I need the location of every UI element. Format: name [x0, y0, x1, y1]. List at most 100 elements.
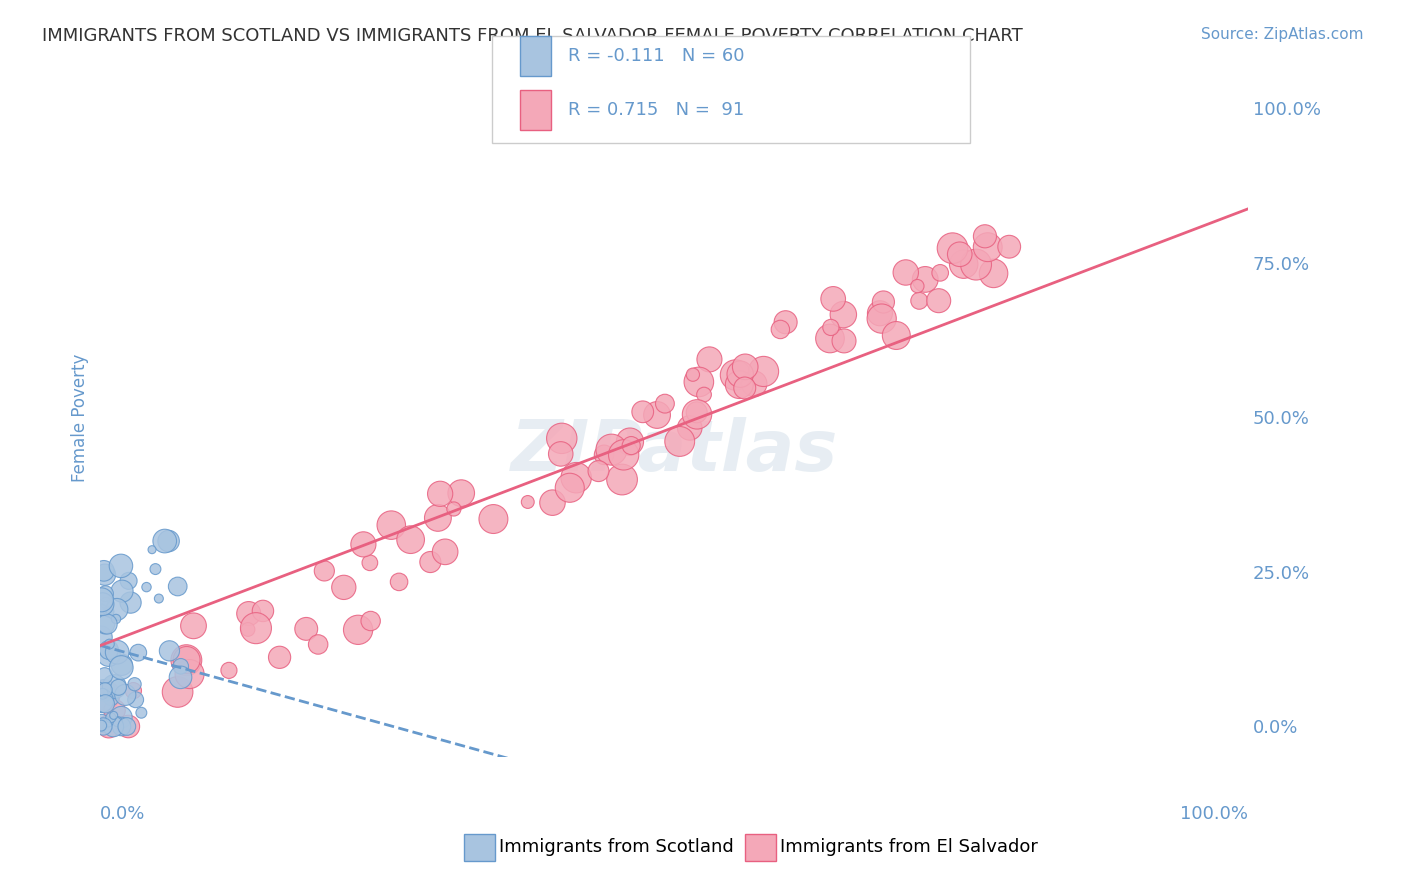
Point — [120, 596, 142, 610]
Point — [360, 614, 382, 628]
Point — [541, 496, 564, 510]
Point — [699, 352, 721, 367]
Point — [998, 240, 1021, 254]
Point — [734, 359, 756, 374]
Point — [884, 328, 907, 343]
Y-axis label: Female Poverty: Female Poverty — [72, 353, 89, 482]
Point — [558, 481, 581, 495]
Point — [977, 240, 1000, 254]
Point — [818, 331, 841, 345]
Point — [107, 681, 129, 695]
Point — [170, 659, 193, 673]
Point — [90, 718, 112, 732]
Point — [429, 487, 451, 501]
Point — [593, 448, 616, 462]
Point — [131, 706, 153, 720]
Point — [90, 693, 112, 707]
Point — [111, 719, 134, 733]
Point — [218, 664, 240, 678]
Point — [693, 387, 716, 401]
Point — [551, 431, 574, 445]
Point — [742, 376, 765, 391]
Point — [654, 397, 676, 411]
Point — [914, 272, 936, 286]
Point — [426, 511, 449, 525]
Text: Immigrants from El Salvador: Immigrants from El Salvador — [780, 838, 1038, 856]
Point — [894, 265, 917, 279]
Point — [111, 584, 134, 599]
Point — [169, 670, 191, 684]
Point — [252, 604, 274, 618]
Point — [974, 229, 997, 244]
Point — [124, 692, 146, 706]
Point — [157, 534, 180, 549]
Point — [238, 607, 260, 621]
Point — [550, 447, 572, 461]
Point — [823, 292, 845, 306]
Point — [482, 512, 505, 526]
Point — [679, 421, 702, 435]
Point — [631, 405, 654, 419]
Point — [90, 716, 112, 731]
Point — [97, 715, 120, 730]
Point — [908, 293, 931, 308]
Point — [333, 580, 356, 594]
Point — [928, 293, 950, 308]
Point — [124, 677, 146, 691]
Point — [141, 542, 163, 557]
Point — [148, 591, 170, 606]
Point — [97, 719, 120, 733]
Point — [734, 381, 756, 395]
Point — [600, 442, 623, 457]
Point — [516, 495, 538, 509]
Point — [352, 537, 374, 551]
Point — [359, 556, 381, 570]
Point — [111, 657, 134, 672]
Point — [122, 683, 145, 698]
Text: 100.0%: 100.0% — [1180, 805, 1249, 823]
Point — [94, 688, 117, 702]
Text: R = 0.715   N =  91: R = 0.715 N = 91 — [568, 101, 744, 119]
Point — [94, 682, 117, 697]
Point — [117, 574, 139, 588]
Text: ZIPatlas: ZIPatlas — [510, 417, 838, 486]
Text: IMMIGRANTS FROM SCOTLAND VS IMMIGRANTS FROM EL SALVADOR FEMALE POVERTY CORRELATI: IMMIGRANTS FROM SCOTLAND VS IMMIGRANTS F… — [42, 27, 1024, 45]
Point — [728, 377, 751, 392]
Point — [941, 241, 963, 255]
Point — [110, 719, 132, 733]
Point — [176, 653, 198, 667]
Point — [419, 555, 441, 569]
Point — [245, 621, 267, 635]
Point — [775, 315, 797, 329]
Point — [686, 408, 709, 422]
Point — [724, 368, 747, 382]
Point — [443, 502, 465, 516]
Point — [380, 518, 402, 533]
Point — [688, 375, 710, 389]
Point — [103, 680, 125, 694]
Point — [93, 683, 115, 698]
Point — [105, 602, 128, 616]
Point — [100, 711, 122, 725]
Point — [91, 597, 114, 611]
Point — [929, 266, 952, 280]
Point — [752, 364, 775, 378]
Point — [110, 558, 132, 573]
Point — [869, 306, 891, 320]
Point — [97, 648, 120, 662]
Point — [399, 533, 422, 547]
Point — [135, 580, 157, 594]
Point — [295, 622, 318, 636]
Point — [110, 660, 132, 674]
Point — [166, 685, 188, 699]
Point — [434, 545, 457, 559]
Point — [314, 564, 336, 578]
Point — [107, 714, 129, 729]
Point — [645, 408, 668, 422]
Point — [769, 322, 792, 336]
Point — [94, 587, 117, 601]
Point — [307, 637, 329, 651]
Point — [965, 258, 987, 272]
Point — [166, 579, 188, 593]
Point — [347, 623, 370, 637]
